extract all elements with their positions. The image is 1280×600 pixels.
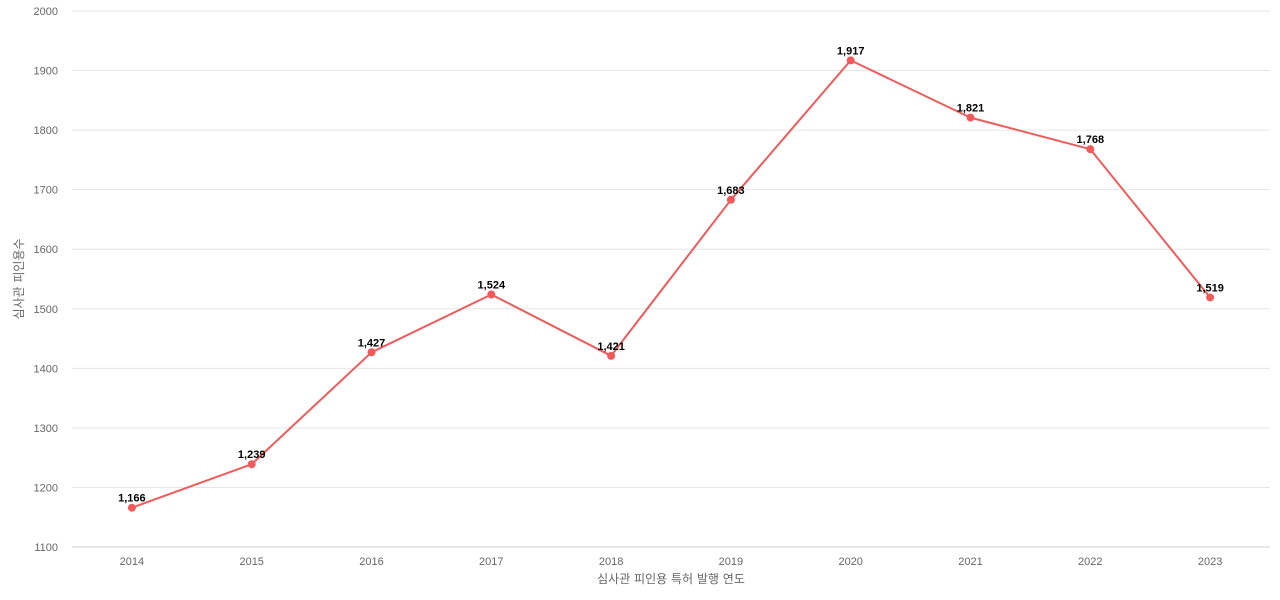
data-point — [1086, 145, 1095, 154]
data-point — [367, 348, 376, 357]
y-tick-label: 1500 — [34, 304, 58, 316]
x-tick-label: 2019 — [719, 556, 743, 568]
data-point — [726, 195, 735, 204]
series-line — [131, 59, 1211, 509]
data-label: 1,166 — [118, 493, 146, 505]
data-label: 1,239 — [238, 449, 266, 461]
x-tick-label: 2014 — [120, 556, 144, 568]
gridlines — [72, 10, 1270, 488]
x-tick-label: 2020 — [838, 556, 862, 568]
x-tick-label: 2017 — [479, 556, 503, 568]
series-layer — [127, 56, 1215, 512]
data-labels: 1,166 1,239 1,427 1,524 1,421 1,683 1,917 1,821… — [118, 45, 1224, 504]
data-label: 1,821 — [957, 103, 985, 115]
x-axis-title: 심사관 피인용 특허 발행 연도 — [597, 571, 745, 586]
data-point — [487, 290, 496, 299]
y-tick-label: 1200 — [34, 482, 58, 494]
y-tick-label: 1600 — [34, 244, 58, 256]
x-tick-label: 2015 — [239, 556, 263, 568]
data-label: 1,427 — [358, 337, 386, 349]
y-tick-label: 2000 — [34, 6, 58, 18]
y-tick-label: 1900 — [34, 66, 58, 78]
data-point — [607, 351, 616, 360]
x-axis-ticks: 2014 2015 2016 2017 2018 2019 2020 2021 2022 2023 — [120, 556, 1223, 568]
data-label: 1,524 — [478, 279, 506, 291]
x-tick-label: 2023 — [1198, 556, 1222, 568]
y-axis-title: 심사관 피인용수 — [12, 238, 26, 319]
data-label: 1,421 — [597, 341, 625, 353]
x-tick-label: 2021 — [958, 556, 982, 568]
data-label: 1,519 — [1196, 282, 1224, 294]
data-label: 1,683 — [717, 185, 745, 197]
x-tick-label: 2022 — [1078, 556, 1102, 568]
y-tick-label: 1700 — [34, 185, 58, 197]
x-tick-label: 2016 — [359, 556, 383, 568]
data-point — [127, 503, 136, 512]
data-point — [247, 460, 256, 469]
x-tick-label: 2018 — [599, 556, 623, 568]
data-label: 1,917 — [837, 45, 865, 57]
y-tick-label: 1300 — [34, 423, 58, 435]
data-point — [1206, 293, 1215, 302]
y-axis-ticks: 1100 1200 1300 1400 1500 1600 1700 1800 1900 2000 — [34, 6, 58, 554]
data-point — [846, 56, 855, 65]
data-point — [966, 113, 975, 122]
y-tick-label: 1400 — [34, 363, 58, 375]
data-label: 1,768 — [1077, 134, 1105, 146]
y-tick-label: 1100 — [34, 542, 58, 554]
y-tick-label: 1800 — [34, 125, 58, 137]
